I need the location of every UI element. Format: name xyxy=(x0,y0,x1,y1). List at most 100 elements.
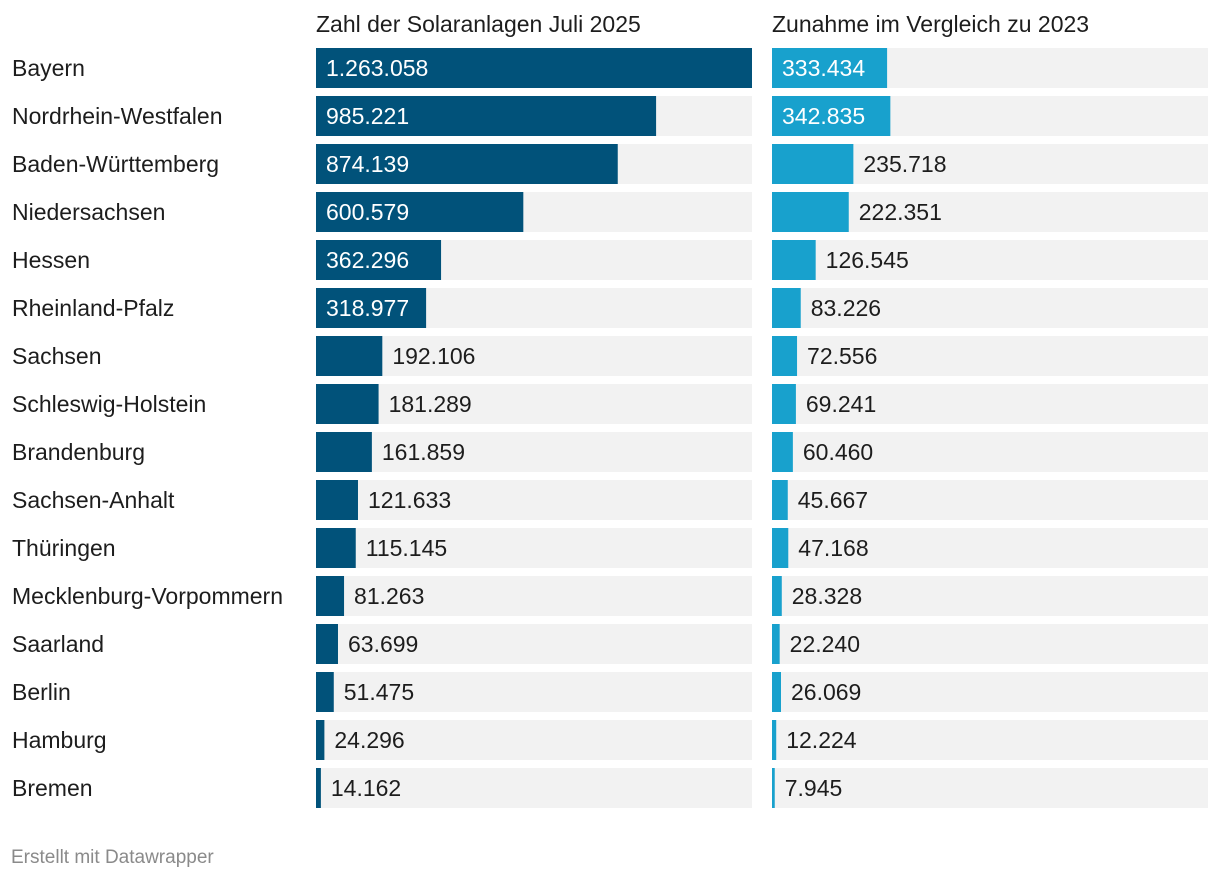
bar-track xyxy=(772,624,1208,664)
bar-solar-count xyxy=(316,192,524,232)
category-label: Berlin xyxy=(12,679,71,705)
value-label-increase: 235.718 xyxy=(863,151,946,177)
bar-increase xyxy=(772,624,780,664)
value-label-increase: 222.351 xyxy=(859,199,942,225)
bar-increase xyxy=(772,720,777,760)
bar-solar-count xyxy=(316,672,334,712)
value-label-increase: 7.945 xyxy=(785,775,843,801)
value-label-increase: 69.241 xyxy=(806,391,876,417)
bar-track xyxy=(316,576,752,616)
category-label: Brandenburg xyxy=(12,439,145,465)
value-label-increase: 22.240 xyxy=(790,631,860,657)
bar-track xyxy=(772,288,1208,328)
value-label-increase: 126.545 xyxy=(826,247,909,273)
bar-track xyxy=(316,384,752,424)
value-label-solar-count: 63.699 xyxy=(348,631,418,657)
bar-increase xyxy=(772,144,854,184)
category-label: Nordrhein-Westfalen xyxy=(12,103,223,129)
column-title-increase: Zunahme im Vergleich zu 2023 xyxy=(772,11,1089,37)
value-label-increase: 342.835 xyxy=(782,103,865,129)
value-label-solar-count: 1.263.058 xyxy=(326,55,428,81)
bar-track xyxy=(316,528,752,568)
bar-solar-count xyxy=(316,624,338,664)
category-label: Schleswig-Holstein xyxy=(12,391,206,417)
bar-solar-count xyxy=(316,432,372,472)
bar-track xyxy=(316,624,752,664)
value-label-increase: 28.328 xyxy=(792,583,862,609)
value-label-increase: 333.434 xyxy=(782,55,865,81)
bar-track xyxy=(772,768,1208,808)
category-label: Bayern xyxy=(12,55,85,81)
value-label-solar-count: 318.977 xyxy=(326,295,409,321)
bar-track xyxy=(772,336,1208,376)
category-label: Thüringen xyxy=(12,535,116,561)
bar-solar-count xyxy=(316,528,356,568)
category-label: Rheinland-Pfalz xyxy=(12,295,174,321)
value-label-increase: 45.667 xyxy=(798,487,868,513)
bar-increase xyxy=(772,192,849,232)
bar-solar-count xyxy=(316,144,618,184)
bar-track xyxy=(772,384,1208,424)
bar-increase xyxy=(772,288,801,328)
bar-solar-count xyxy=(316,576,345,616)
category-label: Hessen xyxy=(12,247,90,273)
value-label-solar-count: 874.139 xyxy=(326,151,409,177)
bar-track xyxy=(772,240,1208,280)
category-label: Sachsen xyxy=(12,343,102,369)
column-title-solar-count: Zahl der Solaranlagen Juli 2025 xyxy=(316,11,641,37)
bar-increase xyxy=(772,480,788,520)
value-label-solar-count: 14.162 xyxy=(331,775,401,801)
value-label-increase: 47.168 xyxy=(798,535,868,561)
chart-rows: Bayern 1.263.058 333.434 Nordrhein-Westfale… xyxy=(12,48,1208,808)
bar-track xyxy=(772,528,1208,568)
bar-solar-count xyxy=(316,48,752,88)
bar-track xyxy=(316,768,752,808)
value-label-solar-count: 192.106 xyxy=(392,343,475,369)
bar-solar-count xyxy=(316,480,358,520)
bar-increase xyxy=(772,48,888,88)
bar-increase xyxy=(772,672,781,712)
category-label: Sachsen-Anhalt xyxy=(12,487,175,513)
bar-increase xyxy=(772,96,891,136)
category-label: Baden-Württemberg xyxy=(12,151,219,177)
value-label-solar-count: 81.263 xyxy=(354,583,424,609)
value-label-solar-count: 985.221 xyxy=(326,103,409,129)
value-label-increase: 12.224 xyxy=(786,727,857,753)
bar-solar-count xyxy=(316,96,657,136)
bar-track xyxy=(316,672,752,712)
bar-solar-count xyxy=(316,336,383,376)
value-label-increase: 60.460 xyxy=(803,439,873,465)
category-label: Hamburg xyxy=(12,727,107,753)
bar-track xyxy=(772,432,1208,472)
bar-track xyxy=(772,720,1208,760)
bar-increase xyxy=(772,336,798,376)
bar-track xyxy=(316,720,752,760)
value-label-increase: 72.556 xyxy=(807,343,877,369)
bar-increase xyxy=(772,240,816,280)
bar-track xyxy=(772,576,1208,616)
bar-track xyxy=(772,672,1208,712)
bar-increase xyxy=(772,384,796,424)
value-label-increase: 26.069 xyxy=(791,679,861,705)
bar-increase xyxy=(772,432,793,472)
bar-track xyxy=(316,336,752,376)
bar-solar-count xyxy=(316,288,427,328)
value-label-solar-count: 121.633 xyxy=(368,487,451,513)
bar-solar-count xyxy=(316,240,442,280)
bar-increase xyxy=(772,768,775,808)
value-label-solar-count: 51.475 xyxy=(344,679,414,705)
bar-solar-count xyxy=(316,384,379,424)
value-label-solar-count: 181.289 xyxy=(389,391,472,417)
category-label: Mecklenburg-Vorpommern xyxy=(12,583,283,609)
bar-track xyxy=(316,480,752,520)
category-label: Saarland xyxy=(12,631,104,657)
bar-increase xyxy=(772,528,789,568)
value-label-solar-count: 161.859 xyxy=(382,439,465,465)
bar-solar-count xyxy=(316,768,321,808)
bar-solar-count xyxy=(316,720,325,760)
value-label-solar-count: 115.145 xyxy=(366,535,447,561)
value-label-solar-count: 362.296 xyxy=(326,247,409,273)
bar-track xyxy=(772,480,1208,520)
value-label-solar-count: 24.296 xyxy=(334,727,404,753)
